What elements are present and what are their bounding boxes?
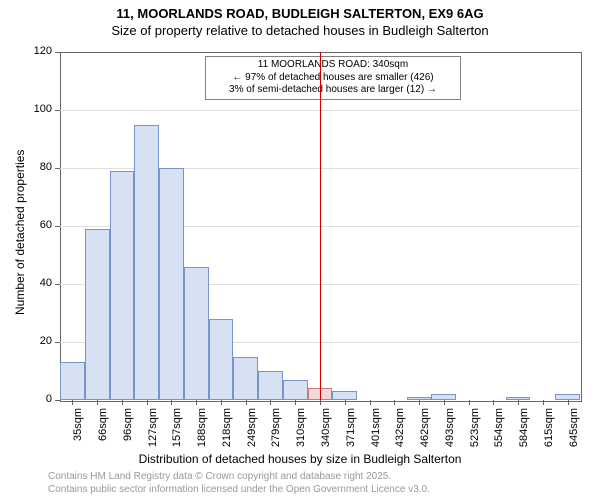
xtick — [147, 400, 148, 405]
histogram-bar — [258, 371, 283, 400]
histogram-bar — [184, 267, 209, 400]
xtick — [394, 400, 395, 405]
histogram-bar — [159, 168, 184, 400]
annotation-box: 11 MOORLANDS ROAD: 340sqm ← 97% of detac… — [205, 56, 461, 100]
xtick — [246, 400, 247, 405]
xtick-label: 249sqm — [246, 408, 258, 458]
xtick-label: 66sqm — [97, 408, 109, 458]
xtick-label: 340sqm — [320, 408, 332, 458]
xtick-label: 371sqm — [345, 408, 357, 458]
annotation-line2: ← 97% of detached houses are smaller (42… — [210, 72, 456, 85]
xtick-label: 615sqm — [543, 408, 555, 458]
ytick — [55, 400, 60, 401]
ytick — [55, 226, 60, 227]
xtick-label: 401sqm — [370, 408, 382, 458]
histogram-bar — [233, 357, 258, 401]
ytick-label: 40 — [24, 277, 52, 289]
xtick — [469, 400, 470, 405]
ytick-label: 100 — [24, 103, 52, 115]
xtick — [543, 400, 544, 405]
xtick — [370, 400, 371, 405]
xtick-label: 645sqm — [568, 408, 580, 458]
xtick — [518, 400, 519, 405]
histogram-bar — [110, 171, 135, 400]
xtick — [196, 400, 197, 405]
ytick-label: 120 — [24, 45, 52, 57]
histogram-bar — [283, 380, 308, 400]
xtick — [72, 400, 73, 405]
attribution: Contains HM Land Registry data © Crown c… — [48, 471, 430, 496]
xtick-label: 188sqm — [196, 408, 208, 458]
ytick — [55, 52, 60, 53]
xtick — [97, 400, 98, 405]
ytick — [55, 342, 60, 343]
histogram-bar — [134, 125, 159, 401]
ytick — [55, 110, 60, 111]
histogram-bar — [60, 362, 85, 400]
xtick-label: 279sqm — [270, 408, 282, 458]
histogram-bar — [209, 319, 234, 400]
xtick-label: 310sqm — [295, 408, 307, 458]
histogram-bar — [332, 391, 357, 400]
xtick-label: 554sqm — [493, 408, 505, 458]
xtick — [419, 400, 420, 405]
xtick-label: 584sqm — [518, 408, 530, 458]
xtick — [444, 400, 445, 405]
xtick — [270, 400, 271, 405]
annotation-line1: 11 MOORLANDS ROAD: 340sqm — [210, 59, 456, 72]
xtick-label: 523sqm — [469, 408, 481, 458]
ytick — [55, 284, 60, 285]
xtick-label: 218sqm — [221, 408, 233, 458]
highlight-line — [320, 52, 321, 400]
chart-container: 11, MOORLANDS ROAD, BUDLEIGH SALTERTON, … — [0, 0, 600, 500]
histogram-bar — [85, 229, 110, 400]
xtick — [345, 400, 346, 405]
xtick-label: 493sqm — [444, 408, 456, 458]
xtick — [171, 400, 172, 405]
xtick — [320, 400, 321, 405]
chart-subtitle: Size of property relative to detached ho… — [0, 23, 600, 40]
xtick — [568, 400, 569, 405]
xtick — [493, 400, 494, 405]
xtick-label: 157sqm — [171, 408, 183, 458]
chart-title: 11, MOORLANDS ROAD, BUDLEIGH SALTERTON, … — [0, 0, 600, 23]
xtick-label: 127sqm — [147, 408, 159, 458]
ytick — [55, 168, 60, 169]
xtick — [295, 400, 296, 405]
xtick-label: 96sqm — [122, 408, 134, 458]
annotation-line3: 3% of semi-detached houses are larger (1… — [210, 84, 456, 97]
ytick-label: 80 — [24, 161, 52, 173]
ytick-label: 60 — [24, 219, 52, 231]
xtick — [122, 400, 123, 405]
xtick — [221, 400, 222, 405]
xtick-label: 432sqm — [394, 408, 406, 458]
attribution-line1: Contains HM Land Registry data © Crown c… — [48, 471, 430, 484]
xtick-label: 35sqm — [72, 408, 84, 458]
xtick-label: 462sqm — [419, 408, 431, 458]
ytick-label: 20 — [24, 335, 52, 347]
ytick-label: 0 — [24, 393, 52, 405]
attribution-line2: Contains public sector information licen… — [48, 484, 430, 497]
